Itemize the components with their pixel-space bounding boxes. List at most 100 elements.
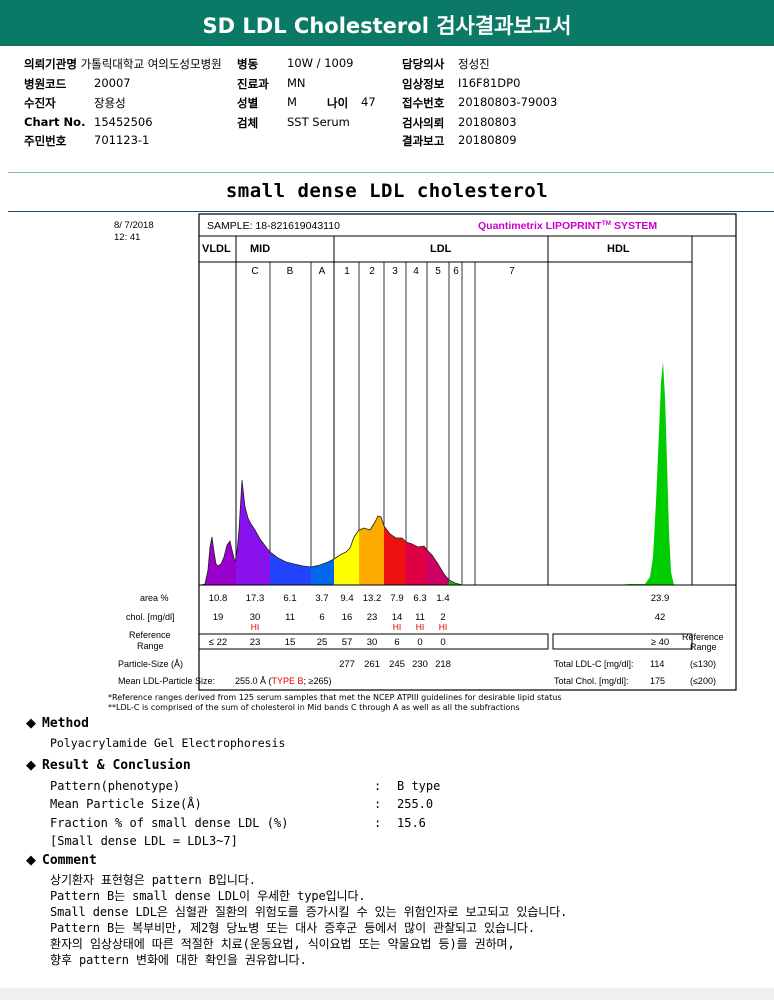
mean-value-line: 255.0 Å (TYPE B; ≥265) [235, 676, 332, 686]
band-label: 6 [453, 266, 459, 277]
comment-line: 환자의 임상상태에 따른 적절한 치료(운동요법, 식이요법 또는 약물요법 등… [50, 937, 515, 951]
svg-text:7.9: 7.9 [390, 593, 403, 604]
svg-text:11: 11 [285, 612, 295, 623]
lipoprint-chart: 8/ 7/2018 12: 41 SAMPLE: 18-821619043110… [110, 212, 738, 692]
info-department: 진료과 MN [237, 76, 306, 91]
svg-text:10.8: 10.8 [209, 593, 228, 604]
band-label: B [287, 266, 294, 277]
info-report-date: 결과보고 20180809 [402, 133, 517, 148]
svg-text:245: 245 [389, 659, 405, 670]
info-resident-no: 주민번호 701123-1 [24, 133, 150, 148]
result-label: Pattern(phenotype) [50, 779, 181, 793]
svg-text:3.7: 3.7 [315, 593, 328, 604]
comment-line: Pattern B는 small dense LDL이 우세한 type입니다. [50, 889, 366, 903]
chol-label: chol. [mg/dl] [126, 612, 175, 622]
peak-outline [200, 479, 463, 586]
svg-text:6: 6 [394, 637, 399, 648]
hi-flags: HI HI HI HI [251, 622, 448, 632]
system-name: Quantimetrix LIPOPRINTTM SYSTEM [478, 220, 657, 232]
result-value: 15.6 [397, 816, 426, 830]
svg-text:277: 277 [339, 659, 355, 670]
svg-text:261: 261 [364, 659, 380, 670]
method-text: Polyacrylamide Gel Electrophoresis [50, 736, 286, 750]
electrophoresis-peaks [200, 362, 674, 586]
group-ldl: LDL [430, 243, 452, 255]
svg-text:230: 230 [412, 659, 428, 670]
info-age: 나이 47 [327, 95, 376, 110]
divider [8, 211, 774, 212]
svg-text:HI: HI [251, 622, 260, 632]
result-value: B type [397, 779, 441, 793]
info-clinical: 임상정보 I16F81DP0 [402, 76, 521, 91]
info-sex: 성별 M [237, 95, 297, 110]
peak-slice-1 [201, 537, 236, 585]
diamond-icon: ◆ [26, 716, 36, 731]
svg-text:30: 30 [367, 637, 378, 648]
svg-text:2: 2 [440, 612, 445, 623]
chart-time: 12: 41 [114, 232, 140, 243]
info-chart-no: Chart No. 15452506 [24, 115, 153, 129]
svg-text:23: 23 [367, 612, 378, 623]
result-footnote: [Small dense LDL = LDL3~7] [50, 834, 238, 848]
comment-line: Small dense LDL은 심혈관 질환의 위험도를 증가시킬 수 있는 … [50, 905, 568, 919]
svg-text:16: 16 [342, 612, 353, 623]
svg-text:15: 15 [285, 637, 296, 648]
ref-box-ldl [198, 633, 549, 650]
svg-text:6.3: 6.3 [413, 593, 426, 604]
total-chol-ref: (≤200) [690, 676, 716, 686]
svg-text:0: 0 [417, 637, 422, 648]
svg-text:1.4: 1.4 [436, 593, 449, 604]
chol-values: 19 30 11 6 16 23 14 11 2 42 [213, 612, 666, 623]
particle-values: 277 261 245 230 218 [339, 659, 451, 670]
band-label: 5 [435, 266, 441, 277]
band-label: 1 [344, 266, 350, 277]
ref-values: ≤ 22 23 15 25 57 30 6 0 0 ≥ 40 [209, 637, 669, 648]
peak-slice-2 [236, 480, 270, 585]
report-title: SD LDL Cholesterol 검사결과보고서 [202, 14, 572, 38]
method-heading: ◆ Method [26, 716, 89, 731]
band-label: C [251, 266, 258, 277]
info-hospital: 의뢰기관명 가톨릭대학교 여의도성모병원 [24, 57, 222, 71]
chart-date: 8/ 7/2018 [114, 220, 154, 231]
svg-text:19: 19 [213, 612, 224, 623]
band-label: 2 [369, 266, 375, 277]
peak-slice-6 [359, 516, 384, 585]
divider [8, 172, 774, 173]
svg-text:25: 25 [317, 637, 328, 648]
comment-line: 향후 pattern 변화에 대한 확인을 권유합니다. [50, 953, 307, 967]
svg-text:9.4: 9.4 [340, 593, 353, 604]
ref-label: Reference [129, 630, 171, 640]
total-ldl-label: Total LDL-C [mg/dl]: [554, 659, 634, 669]
band-label: 4 [413, 266, 419, 277]
total-chol-label: Total Chol. [mg/dl]: [554, 676, 629, 686]
section-title: small dense LDL cholesterol [225, 180, 549, 202]
info-ward: 병동 10W / 1009 [237, 56, 354, 71]
svg-text:HI: HI [416, 622, 425, 632]
svg-text:14: 14 [392, 612, 403, 623]
svg-text:≥ 40: ≥ 40 [651, 637, 669, 648]
svg-text:30: 30 [250, 612, 261, 623]
peak-hdl [615, 362, 674, 585]
sample-id: SAMPLE: 18-821619043110 [207, 220, 340, 232]
mean-label: Mean LDL-Particle Size: [118, 676, 215, 686]
group-hdl: HDL [607, 243, 630, 255]
svg-text:Range: Range [137, 641, 164, 651]
total-ldl-value: 114 [650, 659, 664, 669]
svg-text:23.9: 23.9 [651, 593, 670, 604]
peak-slice-4 [311, 559, 334, 585]
result-heading: ◆ Result & Conclusion [26, 758, 191, 773]
svg-text:HI: HI [439, 622, 448, 632]
result-label: Fraction % of small dense LDL (%) [50, 816, 289, 830]
svg-text:0: 0 [440, 637, 445, 648]
footnote-reference: *Reference ranges derived from 125 serum… [108, 693, 562, 702]
peak-slice-8 [406, 542, 427, 585]
svg-text:Range: Range [690, 642, 717, 652]
peak-slice-9 [427, 550, 449, 585]
info-doctor: 담당의사 정성진 [402, 57, 490, 71]
result-value: 255.0 [397, 797, 434, 811]
page-footer-bar [0, 988, 774, 1000]
total-chol-value: 175 [650, 676, 665, 686]
svg-text:≤ 22: ≤ 22 [209, 637, 227, 648]
svg-text:HI: HI [393, 622, 402, 632]
diamond-icon: ◆ [26, 853, 36, 868]
